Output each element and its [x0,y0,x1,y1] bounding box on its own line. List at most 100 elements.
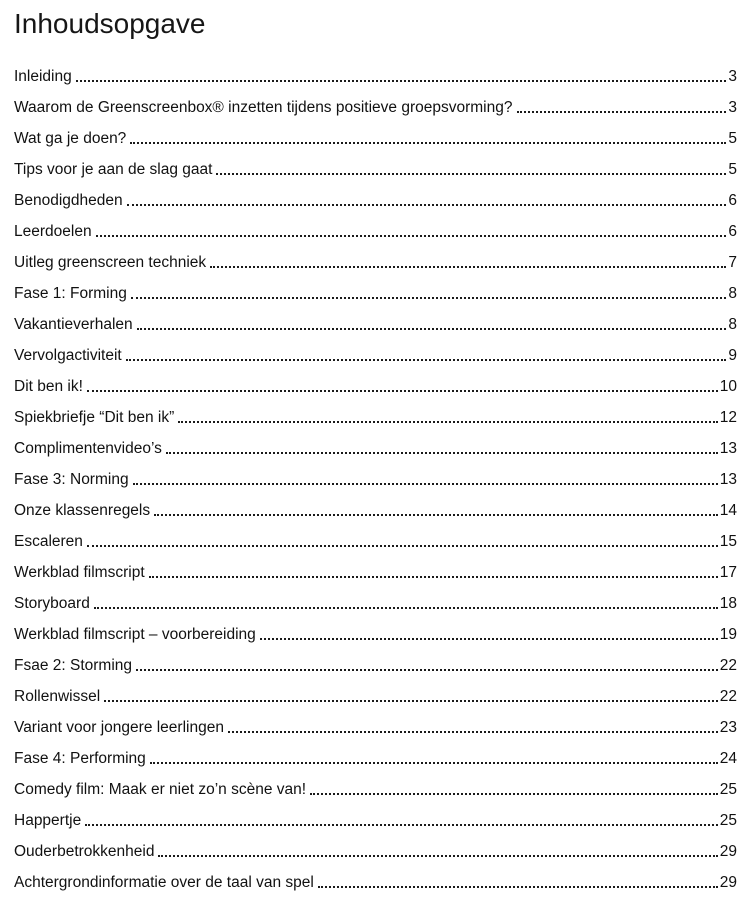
toc-entry[interactable]: Storyboard 18 [14,584,737,615]
toc-entry-label: Fsae 2: Storming [14,657,133,675]
toc-entry[interactable]: Leerdoelen 6 [14,212,737,243]
toc-entry-label: Inleiding [14,68,72,86]
toc-entry[interactable]: Werkblad filmscript – voorbereiding 19 [14,615,737,646]
toc-entry[interactable]: Fase 3: Norming 13 [14,460,737,491]
toc-entry[interactable]: Vervolgactiviteit 9 [14,336,737,367]
toc-dot-leader [75,80,727,83]
toc-entry[interactable]: Fase 4: Performing 24 [14,739,737,770]
toc-entry-page: 5 [728,130,737,148]
toc-entry-page: 15 [719,533,737,551]
toc-entry-page: 8 [728,285,737,303]
toc-entry[interactable]: Happertje 25 [14,801,737,832]
toc-entry-page: 3 [728,68,737,86]
toc-entry-label: Vakantieverhalen [14,316,133,334]
toc-entry[interactable]: Fase 1: Forming 8 [14,274,737,305]
toc-entry[interactable]: Benodigdheden 6 [14,181,737,212]
toc-entry-label: Werkblad filmscript – voorbereiding [14,626,256,644]
toc-dot-leader [86,545,718,548]
toc-entry-label: Benodigdheden [14,192,123,210]
toc-dot-leader [130,142,727,145]
toc-dot-leader [227,731,718,734]
toc-entry-page: 29 [719,843,737,861]
toc-entry-label: Variant voor jongere leerlingen [14,719,224,737]
toc-entry-page: 8 [728,316,737,334]
toc-entry[interactable]: Werkblad filmscript 17 [14,553,737,584]
toc-entry-label: Waarom de Greenscreenbox® inzetten tijde… [14,99,513,117]
toc-entry-label: Onze klassenregels [14,502,151,520]
toc-entry[interactable]: Tips voor je aan de slag gaat 5 [14,150,737,181]
toc-dot-leader [136,328,727,331]
toc-entry-label: Dit ben ik! [14,378,83,396]
toc-entry-page: 5 [728,161,737,179]
toc-entry-page: 19 [719,626,737,644]
toc-entry-page: 25 [719,812,737,830]
toc-entry-label: Rollenwissel [14,688,101,706]
toc-entry-label: Wat ga je doen? [14,130,127,148]
toc-entry[interactable]: Onze klassenregels 14 [14,491,737,522]
toc-dot-leader [216,173,727,176]
toc-entry-page: 23 [719,719,737,737]
toc-dot-leader [132,483,718,486]
toc-entry-page: 7 [728,254,737,272]
toc-entry-label: Vervolgactiviteit [14,347,122,365]
toc-entry-page: 13 [719,440,737,458]
toc-entry-page: 6 [728,192,737,210]
toc-dot-leader [516,111,727,114]
toc-entry-page: 22 [719,657,737,675]
toc-entry-label: Fase 1: Forming [14,285,127,303]
toc-entry[interactable]: Complimentenvideo’s 13 [14,429,737,460]
toc-entry-page: 24 [719,750,737,768]
toc-entry[interactable]: Rollenwissel 22 [14,677,737,708]
toc-entry-label: Comedy film: Maak er niet zo’n scène van… [14,781,307,799]
toc-entry-page: 6 [728,223,737,241]
toc-entry-page: 13 [719,471,737,489]
toc-entry[interactable]: Escaleren 15 [14,522,737,553]
toc-entry-label: Storyboard [14,595,90,613]
toc-dot-leader [104,700,718,703]
toc-entry[interactable]: Comedy film: Maak er niet zo’n scène van… [14,770,737,801]
toc-dot-leader [126,204,727,207]
toc-entry[interactable]: Inleiding 3 [14,57,737,88]
toc-entry[interactable]: Vakantieverhalen 8 [14,305,737,336]
toc-dot-leader [125,359,727,362]
toc-entry-label: Fase 4: Performing [14,750,146,768]
toc-entry[interactable]: Uitleg greenscreen techniek 7 [14,243,737,274]
toc-entry[interactable]: Fsae 2: Storming 22 [14,646,737,677]
toc-entry-page: 25 [719,781,737,799]
toc-entry-label: Fase 3: Norming [14,471,129,489]
toc-entry[interactable]: Wat ga je doen? 5 [14,119,737,150]
toc-entry-label: Leerdoelen [14,223,92,241]
toc-entry[interactable]: Spiekbriefje “Dit ben ik” 12 [14,398,737,429]
toc-dot-leader [85,824,718,827]
toc-dot-leader [149,762,718,765]
toc-entry[interactable]: Waarom de Greenscreenbox® inzetten tijde… [14,88,737,119]
page-title: Inhoudsopgave [14,8,206,39]
toc-dot-leader [310,793,718,796]
toc-entry-page: 17 [719,564,737,582]
toc-entry-page: 10 [719,378,737,396]
toc-entry-label: Happertje [14,812,82,830]
toc-entry[interactable]: Variant voor jongere leerlingen 23 [14,708,737,739]
toc-entry-label: Tips voor je aan de slag gaat [14,161,213,179]
toc-entry-label: Ouderbetrokkenheid [14,843,155,861]
toc-entry-label: Complimentenvideo’s [14,440,162,458]
toc-dot-leader [178,421,718,424]
toc-dot-leader [93,607,718,610]
toc-dot-leader [95,235,727,238]
toc-entry[interactable]: Achtergrondinformatie over de taal van s… [14,863,737,894]
toc-entry[interactable]: Dit ben ik! 10 [14,367,737,398]
toc-list: Inleiding 3 Waarom de Greenscreenbox® in… [14,57,737,894]
toc-dot-leader [136,669,718,672]
toc-entry-page: 3 [728,99,737,117]
toc-entry-label: Escaleren [14,533,83,551]
toc-entry-page: 22 [719,688,737,706]
toc-entry-page: 29 [719,874,737,892]
toc-dot-leader [130,297,727,300]
toc-entry-label: Achtergrondinformatie over de taal van s… [14,874,314,892]
toc-entry-page: 18 [719,595,737,613]
toc-dot-leader [210,266,727,269]
toc-entry[interactable]: Ouderbetrokkenheid 29 [14,832,737,863]
toc-entry-label: Werkblad filmscript [14,564,145,582]
toc-entry-label: Uitleg greenscreen techniek [14,254,207,272]
